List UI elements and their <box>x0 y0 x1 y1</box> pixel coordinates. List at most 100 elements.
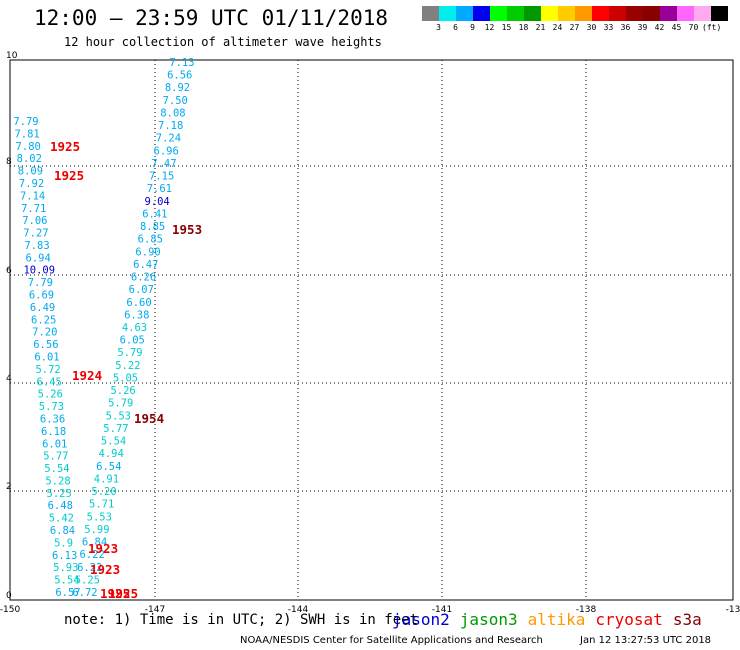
swh-value-label: 5.54 <box>44 463 69 475</box>
pass-time-label: 1925 <box>54 168 84 183</box>
legend-label: 30 <box>586 23 597 32</box>
x-tick-label: -141 <box>432 605 452 615</box>
page-title: 12:00 – 23:59 UTC 01/11/2018 <box>34 6 389 30</box>
swh-value-label: 6.25 <box>31 314 56 326</box>
y-tick-label: 2 <box>6 482 12 492</box>
legend-swatch <box>558 6 575 21</box>
x-tick-label: -13 <box>726 605 740 615</box>
swh-value-label: 6.94 <box>26 252 51 264</box>
legend-swatch <box>575 6 592 21</box>
swh-value-label: 5.53 <box>106 410 131 422</box>
legend-label: 33 <box>603 23 614 32</box>
swh-value-label: 5.77 <box>103 423 128 435</box>
swh-value-label: 5.25 <box>75 574 100 586</box>
legend-swatch <box>626 6 643 21</box>
swh-value-label: 5.54 <box>54 575 79 587</box>
legend-label: 39 <box>637 23 648 32</box>
pass-time-label: 1954 <box>134 411 164 426</box>
pass-time-label: 1923 <box>90 562 120 577</box>
legend-label: 70 <box>688 23 699 32</box>
map-frame <box>9 59 734 601</box>
satellite-label: altika <box>527 610 586 629</box>
swh-value-label: 6.57 <box>55 587 80 599</box>
swh-value-label: 7.83 <box>24 240 49 252</box>
swh-value-label: 6.56 <box>167 70 192 82</box>
legend-swatch <box>660 6 677 21</box>
swh-value-label: 7.71 <box>21 203 46 215</box>
footer-note: note: 1) Time is in UTC; 2) SWH is in fe… <box>64 612 419 628</box>
swh-value-label: 7.24 <box>156 133 181 145</box>
legend-label: 36 <box>620 23 631 32</box>
swh-value-label: 6.84 <box>82 537 107 549</box>
swh-value-label: 8.08 <box>160 107 185 119</box>
legend-label: 3 <box>436 23 441 32</box>
satellite-label: jason2 <box>392 610 450 629</box>
swh-value-label: 5.25 <box>47 488 72 500</box>
pass-time-label: 1925 <box>108 586 138 601</box>
legend-swatch <box>694 6 711 21</box>
legend-swatch <box>507 6 524 21</box>
swh-value-label: 6.36 <box>40 413 65 425</box>
swh-value-label: 6.01 <box>42 438 67 450</box>
swh-value-label: 5.05 <box>113 372 138 384</box>
x-tick-label: -144 <box>288 605 309 615</box>
swh-value-label: 6.45 <box>37 376 62 388</box>
swh-value-label: 7.80 <box>16 141 41 153</box>
swh-value-label: 7.92 <box>19 178 44 190</box>
swh-value-label: 6.13 <box>52 550 77 562</box>
swh-value-label: 5.73 <box>39 401 64 413</box>
swh-value-label: 5.42 <box>49 513 74 525</box>
swh-value-label: 6.90 <box>135 246 160 258</box>
legend-swatch <box>592 6 609 21</box>
y-tick-label: 10 <box>6 51 18 61</box>
swh-value-label: 6.56 <box>33 339 58 351</box>
legend-label: (ft) <box>702 23 722 32</box>
swh-value-label: 5.77 <box>43 451 68 463</box>
swh-value-label: 7.81 <box>14 128 39 140</box>
swh-value-label: 5.99 <box>84 524 109 536</box>
swh-value-label: 5.79 <box>108 398 133 410</box>
swh-value-label: 6.26 <box>131 272 156 284</box>
swh-value-label: 5.54 <box>101 436 126 448</box>
swh-value-label: 6.60 <box>126 297 151 309</box>
swh-value-label: 6.54 <box>96 461 121 473</box>
legend-swatch <box>609 6 626 21</box>
swh-value-label: 7.79 <box>13 116 38 128</box>
swh-value-label: 7.13 <box>169 57 194 69</box>
swh-value-label: 6.48 <box>48 500 73 512</box>
swh-value-label: 4.63 <box>122 322 147 334</box>
pass-time-label: 1953 <box>172 222 202 237</box>
x-tick-label: -138 <box>576 605 597 615</box>
swh-value-label: 7.06 <box>22 215 47 227</box>
swh-value-label: 6.49 <box>30 302 55 314</box>
swh-value-label: 5.53 <box>87 511 112 523</box>
swh-value-label: 5.79 <box>117 347 142 359</box>
legend-swatch <box>456 6 473 21</box>
satellite-legend: jason2 jason3 altika cryosat s3a <box>392 610 712 629</box>
legend-swatch <box>473 6 490 21</box>
swh-value-label: 5.26 <box>110 385 135 397</box>
pass-time-label: 1923 <box>88 541 118 556</box>
swh-value-label: 8.85 <box>140 221 165 233</box>
swh-value-label: 6.07 <box>129 284 154 296</box>
swh-value-label: 7.47 <box>151 158 176 170</box>
y-tick-label: 8 <box>6 157 12 167</box>
swh-value-label: 7.15 <box>149 171 174 183</box>
legend-label: 27 <box>569 23 580 32</box>
x-tick-label: -147 <box>145 605 165 615</box>
pass-time-label: 1925 <box>100 586 130 601</box>
swh-value-label: 6.72 <box>72 587 97 599</box>
swh-value-label: 5.72 <box>35 364 60 376</box>
swh-value-label: 6.22 <box>79 549 104 561</box>
credit-text: NOAA/NESDIS Center for Satellite Applica… <box>240 635 543 646</box>
pass-time-label: 1925 <box>50 139 80 154</box>
swh-value-label: 6.38 <box>124 309 149 321</box>
y-tick-label: 0 <box>6 591 12 601</box>
swh-value-label: 8.02 <box>17 153 42 165</box>
swh-value-label: 7.27 <box>23 228 48 240</box>
legend-label: 18 <box>518 23 529 32</box>
color-scale-legend <box>422 6 728 21</box>
swh-value-label: 5.26 <box>38 389 63 401</box>
swh-value-label: 6.47 <box>133 259 158 271</box>
